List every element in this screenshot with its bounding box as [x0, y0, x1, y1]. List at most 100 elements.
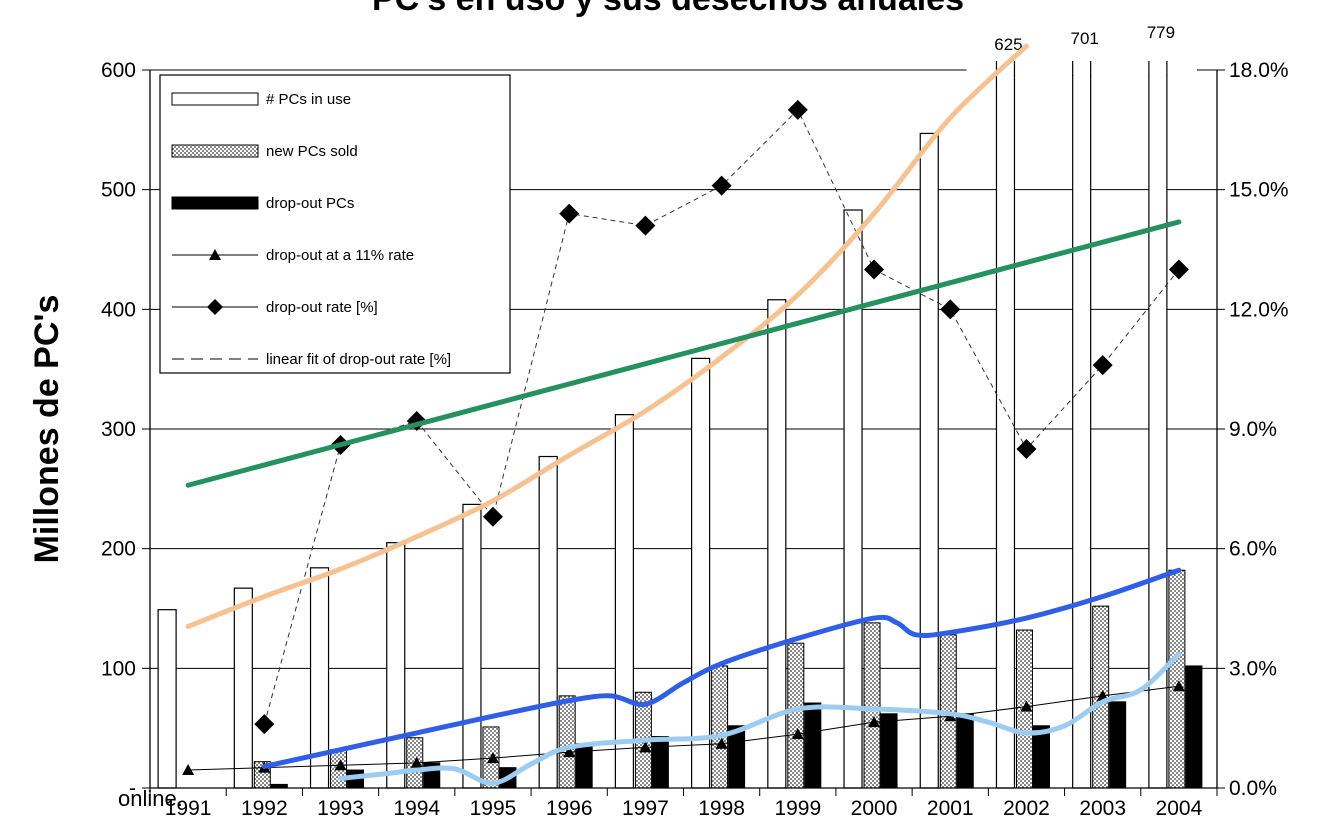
bar-pcs-in-use — [233, 587, 253, 789]
y-tick-label: 500 — [101, 179, 136, 202]
x-tick-label: 1996 — [546, 797, 593, 820]
chart-title: PC's en uso y sus desechos anuales — [372, 0, 964, 18]
y2-tick-label: 3.0% — [1229, 657, 1277, 680]
x-tick-label: 2001 — [927, 797, 974, 820]
y-tick-label: 200 — [101, 538, 136, 561]
y-tick-label: 300 — [101, 418, 136, 441]
y2-tick-label: 12.0% — [1229, 298, 1289, 321]
x-tick-label: 1998 — [698, 797, 745, 820]
bar-drop-out-pcs — [1109, 701, 1127, 789]
axis-break-gap — [1118, 63, 1197, 75]
legend-label: new PCs sold — [266, 143, 358, 160]
bar-pcs-in-use — [614, 414, 634, 789]
axes: - 100 200 300 400 500 600 0.0% 3.0% 6.0% 9.0% 12.0%… — [101, 59, 1289, 820]
diamond-marker — [254, 714, 275, 735]
orange-trend-curve — [185, 43, 1029, 629]
diamond-marker — [940, 299, 961, 320]
y2-tick-label: 6.0% — [1229, 538, 1277, 561]
bar-pcs-in-use — [691, 357, 711, 789]
diamond-marker — [864, 259, 885, 280]
diamond-marker — [559, 203, 580, 224]
triangle-marker — [639, 741, 652, 753]
triangle-marker — [410, 756, 423, 768]
bar-pcs-in-use — [919, 132, 939, 789]
x-tick-label: 2004 — [1156, 797, 1203, 820]
bar-drop-out-pcs — [804, 702, 822, 789]
bar-pcs-in-use — [843, 209, 863, 789]
y-tick-label: 600 — [101, 59, 136, 82]
legend-swatch-open-bar — [171, 92, 259, 106]
x-tick-label: 2000 — [851, 797, 898, 820]
line-drop-out-11-rate — [188, 685, 1179, 771]
legend-label: drop-out rate [%] — [266, 299, 378, 316]
triangle-marker — [563, 746, 576, 758]
legend-box — [159, 74, 511, 374]
bar-pcs-in-use — [1072, 67, 1092, 789]
legend-swatch-dotted-bar — [171, 144, 259, 158]
x-tick-label: 1991 — [165, 797, 212, 820]
bar-pcs-in-use — [462, 503, 482, 789]
bar-drop-out-pcs — [651, 736, 669, 789]
y2-tick-label: 15.0% — [1229, 179, 1289, 202]
diamond-marker — [635, 215, 656, 236]
bar-new-pcs-sold — [558, 695, 576, 789]
triangle-marker — [182, 764, 195, 776]
bar-pcs-in-use — [386, 542, 406, 789]
overlay-curves — [185, 43, 1182, 786]
y-axis-label: Millones de PC's — [28, 295, 66, 564]
x-tick-label: 2002 — [1003, 797, 1050, 820]
bar-data-label: 779 — [1147, 23, 1175, 42]
bar-new-pcs-sold — [1168, 569, 1186, 789]
triangle-marker — [868, 716, 881, 728]
legend-label: linear fit of drop-out rate [%] — [266, 351, 451, 368]
diamond-marker — [482, 506, 503, 527]
bar-pcs-in-use — [995, 67, 1016, 789]
diamond-marker — [711, 175, 732, 196]
x-tick-label: 1992 — [241, 797, 288, 820]
y-tick-label: 100 — [101, 657, 136, 680]
bar-new-pcs-sold — [787, 642, 805, 789]
y2-tick-label: 0.0% — [1229, 777, 1277, 800]
legend-diamond-marker — [207, 299, 223, 315]
diamond-marker — [787, 99, 808, 120]
x-tick-label: 2003 — [1079, 797, 1126, 820]
x-tick-label: 1993 — [317, 797, 364, 820]
bar-new-pcs-sold — [863, 622, 881, 789]
diamond-marker — [1092, 355, 1113, 376]
legend-swatch-black-bar — [171, 196, 259, 210]
x-tick-label: 1995 — [470, 797, 517, 820]
triangle-marker — [1020, 700, 1033, 712]
y2-tick-label: 9.0% — [1229, 418, 1277, 441]
bar-data-label: 625 — [994, 35, 1022, 54]
bar-pcs-in-use — [538, 455, 558, 789]
y-tick-label: - — [129, 777, 136, 800]
bars: 625 701 779 — [157, 23, 1203, 789]
x-tick-label: 1994 — [393, 797, 440, 820]
bar-new-pcs-sold — [711, 665, 729, 789]
y-tick-label: 400 — [101, 298, 136, 321]
green-trend-line — [185, 219, 1182, 488]
triangle-marker — [334, 759, 347, 771]
x-tick-label: 1999 — [774, 797, 821, 820]
legend-triangle-marker — [209, 249, 221, 260]
diamond-marker — [1016, 438, 1037, 459]
triangle-marker — [486, 752, 499, 764]
y2-tick-label: 18.0% — [1229, 59, 1289, 82]
bar-drop-out-pcs — [956, 713, 974, 789]
axis-break-gap — [1042, 63, 1121, 75]
legend-label: drop-out PCs — [266, 195, 354, 212]
diamond-marker — [1168, 259, 1189, 280]
triangle-marker — [715, 737, 728, 749]
legend-label: # PCs in use — [266, 91, 351, 108]
legend-label: drop-out at a 11% rate — [266, 247, 414, 264]
axis-break-gap — [966, 63, 1045, 75]
bar-data-label: 701 — [1070, 29, 1098, 48]
blue-trend-curve — [261, 567, 1182, 769]
bar-drop-out-pcs — [1185, 665, 1203, 789]
triangle-marker — [791, 728, 804, 740]
bar-pcs-in-use — [157, 609, 177, 789]
legend: # PCs in use new PCs sold drop-out PCs drop… — [159, 74, 511, 374]
light-blue-trend-curve — [338, 651, 1182, 786]
triangle-marker — [1172, 680, 1185, 692]
